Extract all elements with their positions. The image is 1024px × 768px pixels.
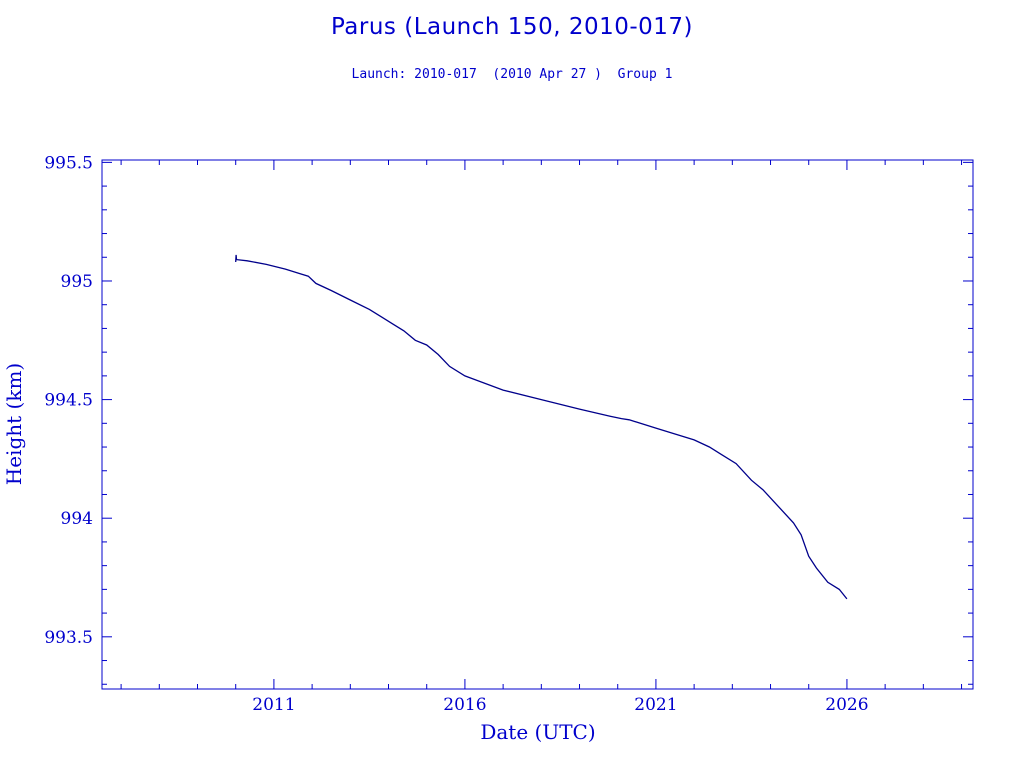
chart-subtitle: Launch: 2010-017 (2010 Apr 27 ) Group 1 (351, 67, 673, 82)
y-tick-label: 994 (61, 509, 93, 529)
x-tick-labels: 2011 2016 2021 2026 (252, 695, 868, 715)
x-axis-label: Date (UTC) (480, 720, 595, 744)
y-axis-label: Height (km) (2, 363, 26, 485)
chart-title: Parus (Launch 150, 2010-017) (330, 14, 694, 40)
x-tick-label: 2021 (634, 695, 677, 715)
y-tick-labels: 993.5 994 994.5 995 995.5 (44, 153, 93, 647)
axis-ticks (102, 160, 973, 689)
height-series-line (235, 254, 848, 600)
plot-frame (101, 159, 974, 690)
y-tick-label: 993.5 (44, 628, 93, 648)
y-tick-label: 995 (61, 272, 93, 292)
y-tick-label: 995.5 (44, 153, 93, 173)
y-tick-label: 994.5 (44, 391, 93, 411)
x-tick-label: 2016 (443, 695, 486, 715)
x-tick-label: 2011 (252, 695, 295, 715)
x-tick-label: 2026 (825, 695, 868, 715)
